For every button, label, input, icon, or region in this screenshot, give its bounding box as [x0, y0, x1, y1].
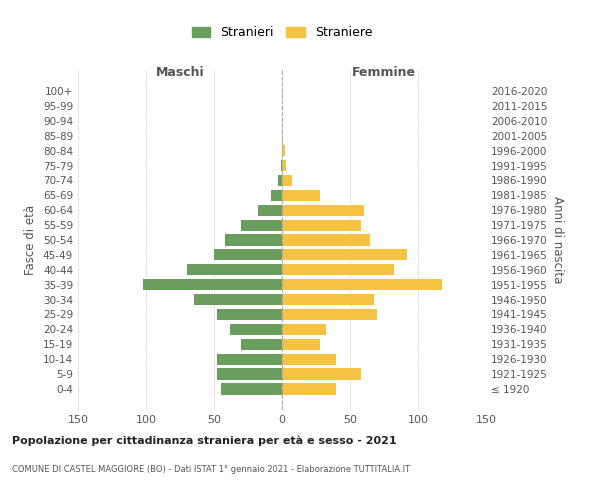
Bar: [217, 368, 282, 380]
Bar: [241, 338, 282, 350]
Text: Popolazione per cittadinanza straniera per età e sesso - 2021: Popolazione per cittadinanza straniera p…: [12, 435, 397, 446]
Bar: [282, 338, 320, 350]
Bar: [278, 175, 282, 186]
Bar: [225, 234, 282, 246]
Y-axis label: Fasce di età: Fasce di età: [25, 205, 37, 275]
Bar: [187, 264, 282, 276]
Bar: [282, 175, 292, 186]
Bar: [143, 279, 282, 290]
Bar: [282, 145, 285, 156]
Text: COMUNE DI CASTEL MAGGIORE (BO) - Dati ISTAT 1° gennaio 2021 - Elaborazione TUTTI: COMUNE DI CASTEL MAGGIORE (BO) - Dati IS…: [12, 465, 410, 474]
Bar: [282, 234, 370, 246]
Bar: [282, 309, 377, 320]
Bar: [282, 130, 283, 141]
Legend: Stranieri, Straniere: Stranieri, Straniere: [187, 21, 377, 44]
Bar: [282, 354, 337, 365]
Bar: [214, 250, 282, 260]
Bar: [281, 160, 282, 171]
Bar: [217, 354, 282, 365]
Bar: [241, 220, 282, 230]
Bar: [282, 220, 361, 230]
Bar: [194, 294, 282, 305]
Bar: [271, 190, 282, 201]
Bar: [282, 250, 407, 260]
Bar: [257, 204, 282, 216]
Bar: [230, 324, 282, 335]
Bar: [282, 264, 394, 276]
Bar: [221, 384, 282, 394]
Bar: [217, 309, 282, 320]
Text: Femmine: Femmine: [352, 66, 416, 79]
Bar: [282, 204, 364, 216]
Bar: [282, 384, 337, 394]
Bar: [282, 324, 326, 335]
Bar: [282, 190, 320, 201]
Bar: [282, 294, 374, 305]
Bar: [282, 160, 286, 171]
Text: Maschi: Maschi: [155, 66, 205, 79]
Bar: [282, 368, 361, 380]
Bar: [282, 279, 442, 290]
Y-axis label: Anni di nascita: Anni di nascita: [551, 196, 564, 284]
